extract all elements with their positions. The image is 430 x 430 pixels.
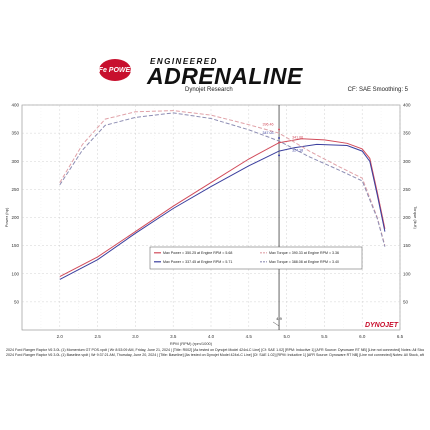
y-tick-label-left: 400 [11,103,19,108]
y-tick-label-right: 150 [403,243,411,248]
y-tick-label-right: 50 [403,299,409,304]
y-tick-label-right: 300 [403,159,411,164]
x-tick-label: 4.5 [246,334,253,339]
y-tick-label-right: 250 [403,187,411,192]
chart-axes: 2.0 2.5 3.0 3.5 4.0 4.5 5.0 5.5 6.0 6.5 50 50 100 100… [4,103,418,347]
x-tick-label: 5.5 [321,334,328,339]
smoothing-label: CF: SAE Smoothing: 5 [347,87,408,93]
cursor-label: 4.9 [276,316,282,321]
x-tick-label: 6.5 [397,334,404,339]
afe-power-logo: aFe POWER [98,59,132,81]
chart-grid [21,104,401,331]
callout-marker [278,141,281,144]
y-tick-label-left: 100 [11,271,19,276]
y-tick-label-right: 400 [403,103,411,108]
dynojet-watermark: DYNOJET [365,322,399,329]
x-tick-label: 4.0 [208,334,215,339]
svg-text:aFe POWER: aFe POWER [98,67,132,74]
chart-series [59,110,386,280]
x-tick-label: 3.5 [170,334,177,339]
y-axis-label-left: Power (hp) [4,207,9,227]
series-line-1 [59,138,386,278]
run-note-1: 2024 Ford Ranger Raptor V6 3.0L (1) Mome… [6,348,424,352]
y-tick-label-left: 50 [14,299,20,304]
y-tick-label-left: 150 [11,243,19,248]
chart-callouts: 396.46 341.06 347.03 324.18 [263,123,303,157]
y-tick-label-left: 300 [11,159,19,164]
y-tick-label-left: 200 [11,215,19,220]
chart-subtitle: Dynojet Research [185,87,233,93]
callout-marker [278,128,281,131]
callout-marker [278,136,281,139]
legend-box [149,246,363,270]
y-tick-label-right: 100 [403,271,411,276]
x-axis-label: RPM (RPM) (rpm/1000) [170,341,213,346]
y-tick-label-right: 200 [403,215,411,220]
y-tick-label-left: 250 [11,187,19,192]
y-axis-label-right: Torque (lb-ft) [413,206,418,229]
run-notes: 2024 Ford Ranger Raptor V6 3.0L (1) Mome… [6,348,424,358]
legend-entry: Max Torque = 390.33 at Engine RPM = 3.36 [269,251,339,255]
y-tick-label-left: 350 [11,131,19,136]
y-tick-label-right: 350 [403,131,411,136]
legend-entry: Max Power = 350.25 at Engine RPM = 5.68 [163,251,232,255]
series-line-2 [59,143,386,280]
run-note-2: 2024 Ford Ranger Raptor V6 3.0L (1) Base… [6,353,424,357]
x-tick-label: 2.0 [57,334,64,339]
legend-entry: Max Power = 337.45 at Engine RPM = 5.71 [163,260,232,264]
legend-entry: Max Torque = 388.08 at Engine RPM = 3.40 [269,260,339,264]
callout-label: 396.46 [263,123,274,127]
cursor-pointer [272,321,280,327]
series-line-3 [59,110,386,246]
series-line-4 [59,112,386,247]
x-tick-label: 3.0 [132,334,139,339]
brand-tagline: ENGINEERED [150,57,218,66]
callout-label: 341.06 [292,135,303,139]
callout-marker [278,154,281,157]
dyno-chart: 2.0 2.5 3.0 3.5 4.0 4.5 5.0 5.5 6.0 6.5 50 50 100 100… [4,103,418,347]
x-tick-label: 2.5 [94,334,101,339]
callout-label: 324.18 [292,148,303,152]
x-tick-label: 5.0 [283,334,290,339]
chart-legend: Max Power = 350.25 at Engine RPM = 5.68 M… [149,246,363,270]
x-tick-label: 6.0 [359,334,366,339]
callout-label: 347.03 [263,131,274,135]
brand-title: ADRENALINE [147,63,303,89]
